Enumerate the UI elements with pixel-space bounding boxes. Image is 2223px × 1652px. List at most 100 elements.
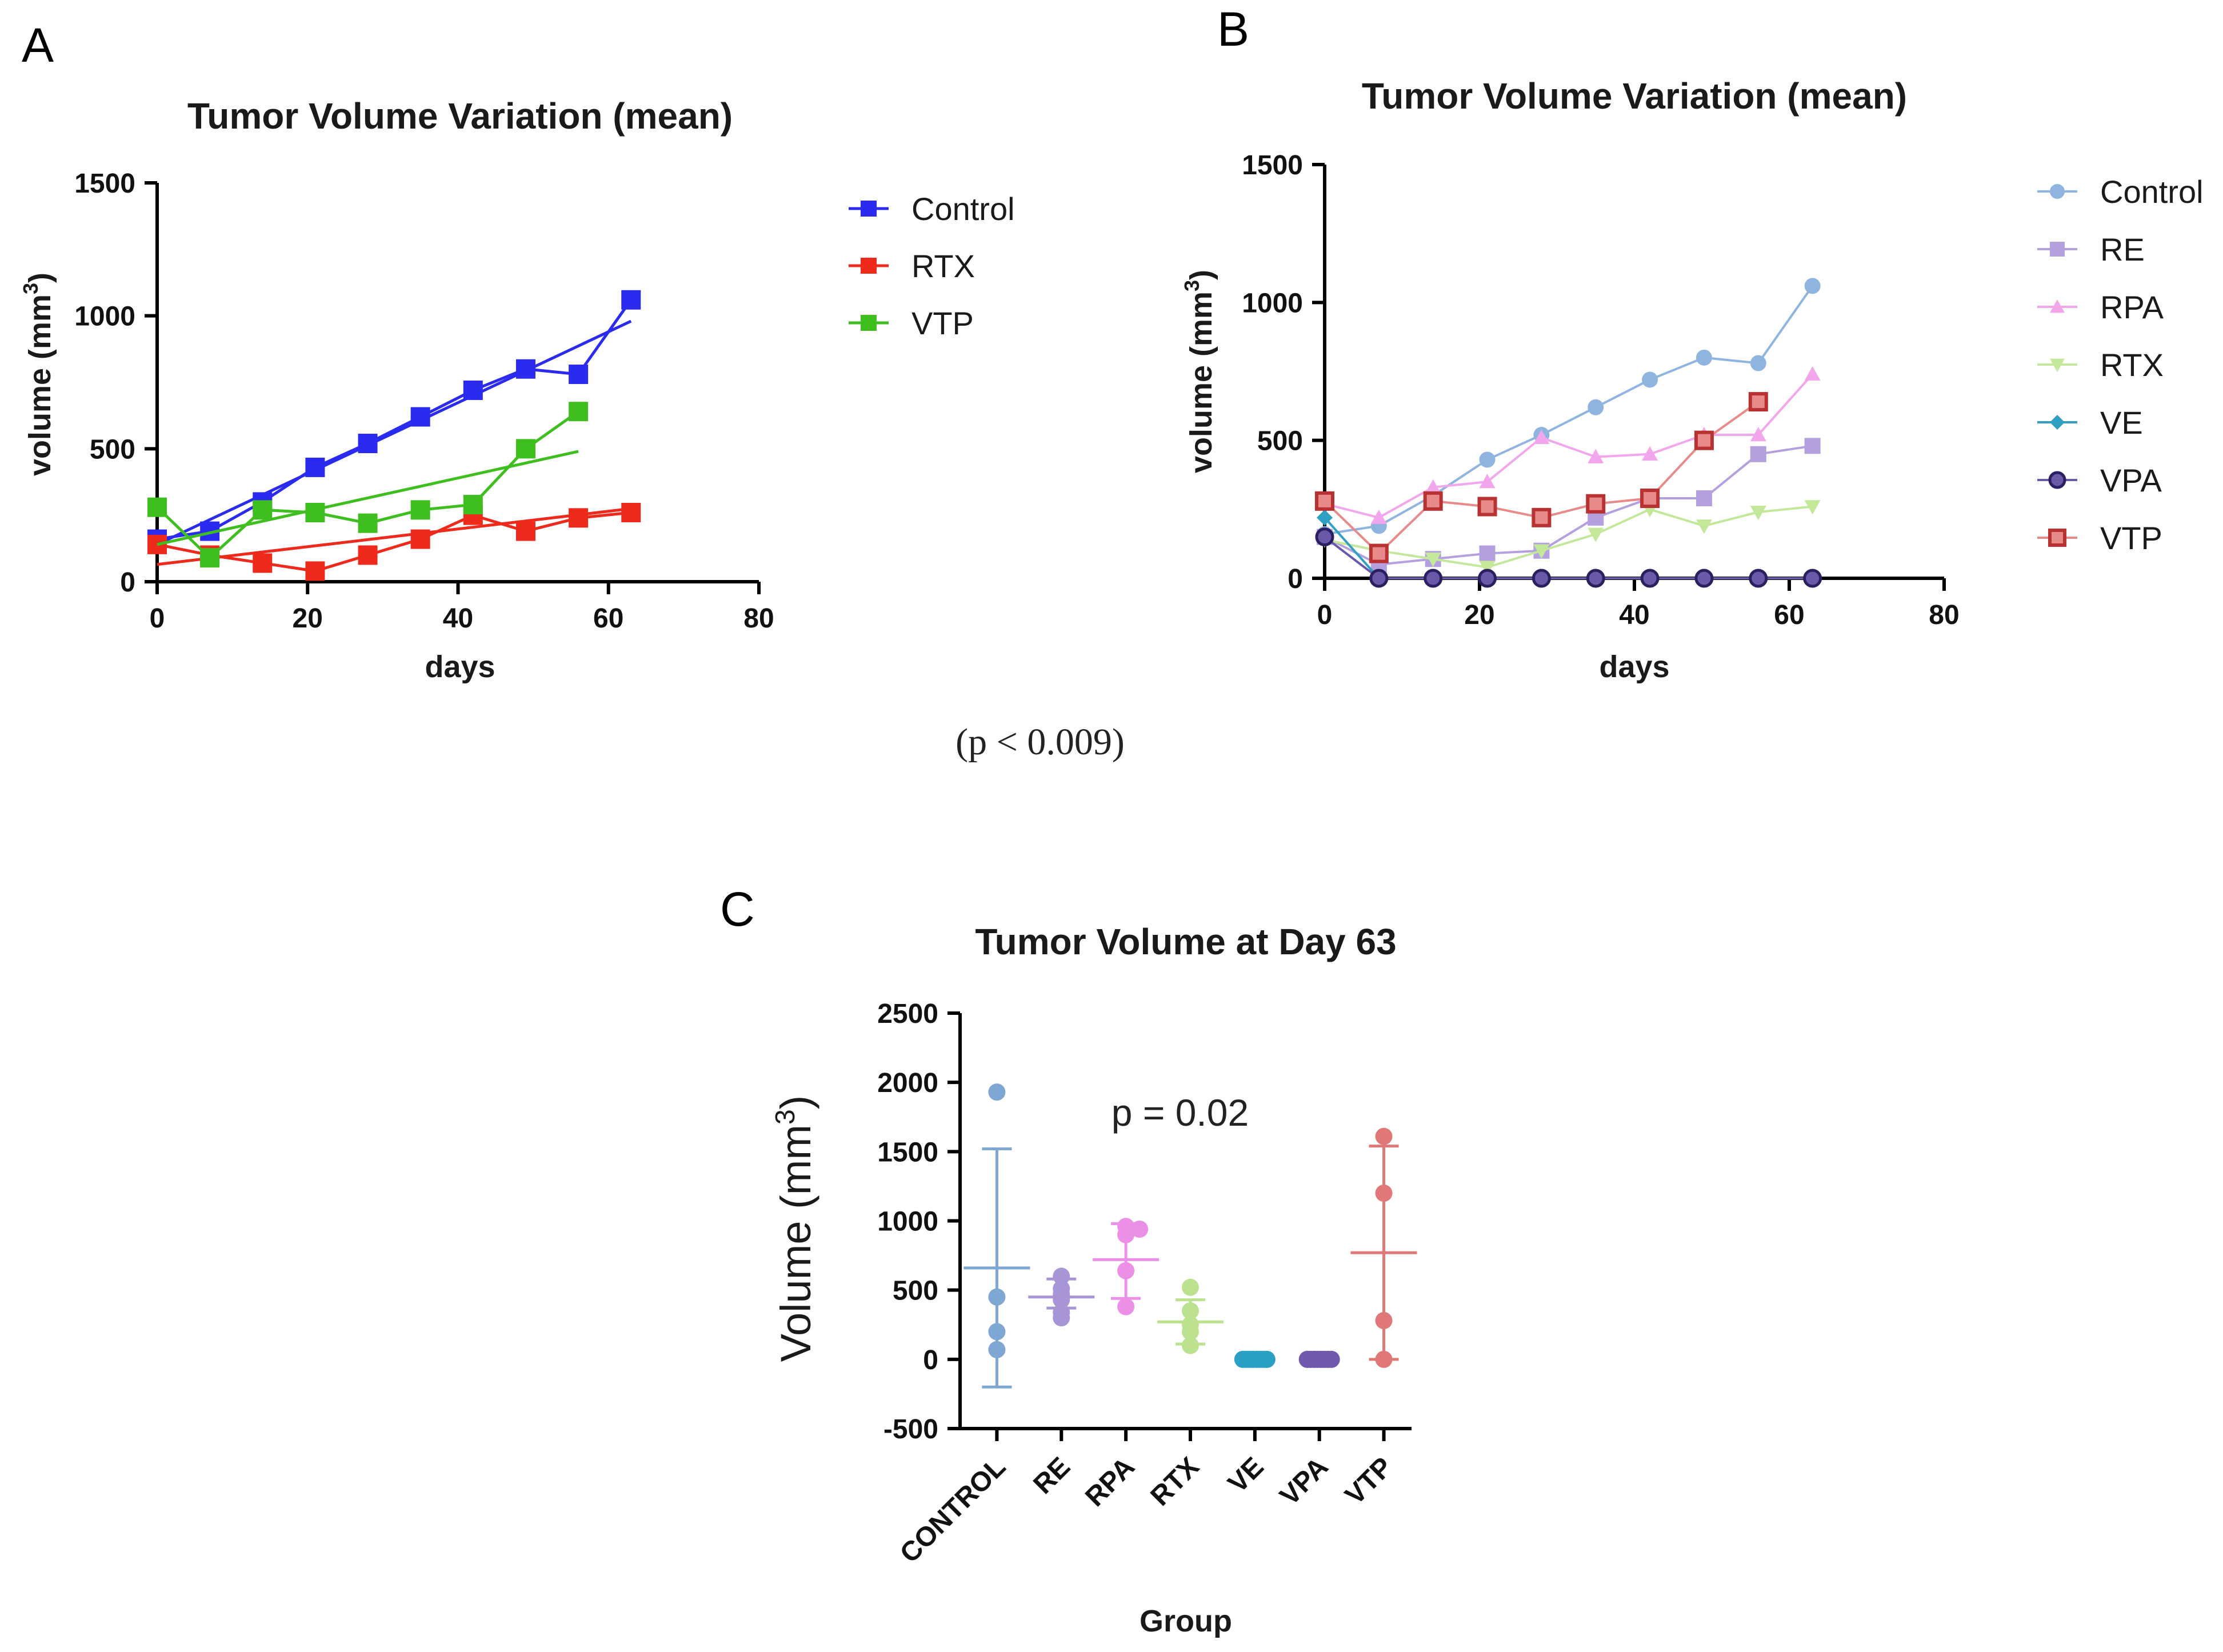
legend-marker — [861, 315, 877, 331]
data-point-rtx — [410, 529, 430, 549]
y-tick-label-c: -500 — [883, 1414, 938, 1445]
axes-c: -500 0 500 1000 1500 2000 2500 CONTROL RE RPA RTX V… — [877, 999, 1412, 1569]
chart-title-b: Tumor Volume Variation (mean) — [1362, 75, 1907, 117]
y-tick-label-b: 0 — [1288, 564, 1303, 594]
data-point-rtx — [515, 521, 535, 541]
data-point-rtx — [358, 545, 378, 565]
data-point-vtp — [358, 513, 378, 533]
group-rtx — [1157, 1278, 1224, 1354]
data-point-rtx — [1182, 1302, 1199, 1320]
data-point-vtp — [1423, 491, 1443, 511]
data-point-vpa — [1694, 569, 1714, 588]
trend-line-vtp — [157, 450, 579, 546]
y-axis-title-c-close: ) — [772, 1095, 819, 1110]
legend-item-control-b: Control — [2037, 174, 2204, 210]
data-point-rpa — [1750, 427, 1766, 442]
data-point-rtx — [1182, 1337, 1199, 1354]
y-tick-label-b: 1500 — [1242, 150, 1303, 181]
x-axis-title-a: days — [425, 650, 495, 684]
panel-letter-c: C — [720, 882, 755, 936]
trend-line-rtx — [157, 507, 631, 566]
group-vtp — [1350, 1127, 1417, 1368]
series-line-control — [1324, 285, 1814, 535]
data-point-ve — [1258, 1350, 1276, 1368]
y-tick-label-c: 1000 — [877, 1207, 938, 1237]
panel-b: B Tumor Volume Variation (mean) 0 20 40 60 8… — [1180, 2, 2204, 684]
data-point-control — [988, 1083, 1006, 1101]
legend-item-vpa-b: VPA — [2037, 462, 2162, 498]
y-axis-title-a-main: volume (mm — [23, 294, 57, 476]
series-line-vtp — [156, 410, 579, 560]
data-point-rpa — [1370, 509, 1387, 525]
x-tick-label-c: VE — [1222, 1451, 1270, 1499]
plot-area-c — [963, 1083, 1417, 1389]
data-point-vtp — [515, 439, 535, 459]
series-line-rtx — [157, 511, 631, 573]
data-point-vpa — [1369, 569, 1389, 588]
y-axis-title-b-close: ) — [1184, 270, 1218, 280]
legend-marker — [861, 258, 877, 274]
data-point-control — [1750, 355, 1766, 371]
y-tick-label-a: 500 — [90, 434, 135, 465]
legend-item-rpa-b: RPA — [2037, 289, 2164, 325]
data-point-rtx — [621, 503, 641, 523]
data-point-vpa — [1424, 569, 1443, 588]
x-tick-label-c: RE — [1027, 1451, 1076, 1500]
y-tick-label-c: 0 — [923, 1345, 938, 1375]
legend-marker — [861, 201, 877, 217]
data-point-vtp — [200, 548, 220, 568]
data-point-rtx — [1696, 519, 1712, 534]
y-tick-label-a: 1500 — [74, 169, 135, 199]
series-re-b — [1317, 438, 1821, 573]
data-point-control — [1642, 371, 1658, 388]
y-axis-title-c-sup: 3 — [770, 1109, 801, 1125]
data-point-rtx — [1182, 1323, 1199, 1341]
y-tick-label-c: 2000 — [877, 1068, 938, 1098]
series-vtp-b — [1315, 392, 1768, 563]
series-line-control — [157, 299, 633, 541]
data-point-vpa — [1640, 569, 1660, 588]
data-point-vpa — [1315, 527, 1334, 547]
y-tick-label-b: 1000 — [1242, 288, 1303, 318]
legend-marker — [2048, 529, 2066, 547]
y-axis-title-c: Volume (mm3) — [770, 1095, 819, 1362]
x-tick-label-a: 80 — [743, 603, 774, 634]
data-point-vtp — [1694, 430, 1714, 450]
data-point-control — [358, 434, 378, 454]
y-axis-title-a-close: ) — [23, 273, 57, 283]
data-point-vtp — [1748, 392, 1768, 412]
group-rpa — [1093, 1218, 1160, 1315]
data-point-control — [569, 365, 589, 385]
data-point-vpa — [1478, 569, 1497, 588]
series-line-vtp — [1324, 401, 1759, 555]
data-point-vtp — [410, 500, 430, 520]
y-tick-label-c: 500 — [893, 1276, 938, 1306]
axes-a: 0 20 40 60 80 0 500 1000 1500 — [74, 169, 774, 634]
data-point-re — [1479, 545, 1496, 562]
data-point-vpa — [1749, 569, 1768, 588]
panel-letter-b: B — [1217, 2, 1249, 56]
legend-label: VTP — [911, 305, 974, 341]
plot-area-b — [1315, 278, 1822, 588]
data-point-vpa — [1322, 1350, 1340, 1368]
group-ve — [1234, 1350, 1276, 1368]
data-point-control — [1804, 278, 1821, 294]
legend-item-rtx-b: RTX — [2037, 347, 2164, 383]
legend-label: RTX — [911, 248, 975, 284]
legend-marker — [2048, 471, 2066, 489]
legend-marker — [2050, 242, 2065, 257]
data-point-rpa — [1533, 429, 1550, 445]
data-point-rtx — [1425, 553, 1441, 567]
data-point-vtp — [1375, 1350, 1393, 1368]
y-tick-label-a: 0 — [120, 567, 135, 598]
data-point-re — [1804, 438, 1821, 454]
series-vpa-b — [1315, 527, 1822, 588]
y-axis-title-c-main: Volume (mm — [772, 1125, 819, 1362]
series-rpa-b — [1317, 366, 1821, 525]
data-point-rpa — [1117, 1298, 1135, 1315]
data-point-vpa — [1803, 569, 1822, 588]
legend-item-control-a: Control — [849, 191, 1015, 227]
data-point-control — [515, 359, 535, 379]
data-point-vpa — [1586, 569, 1605, 588]
x-tick-label-b: 0 — [1317, 600, 1333, 630]
